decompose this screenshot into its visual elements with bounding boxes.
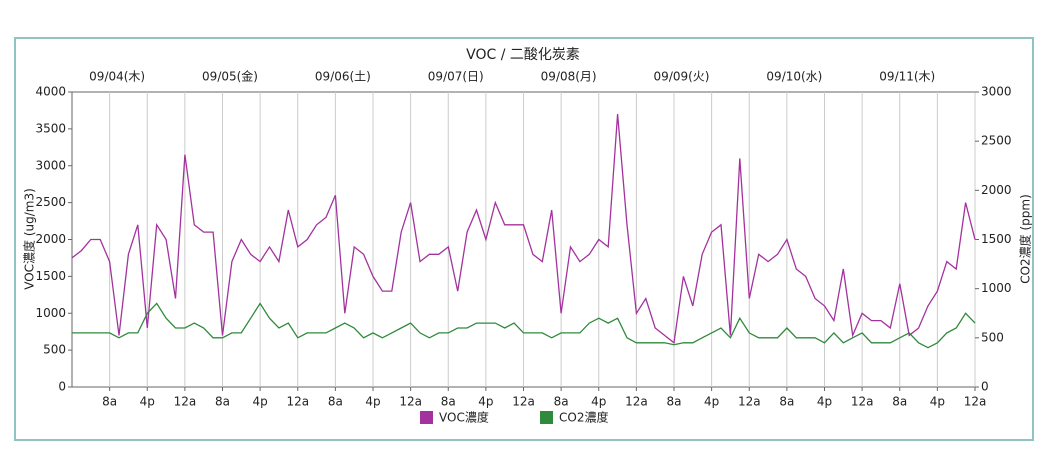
x-tick-label: 4p <box>930 395 945 409</box>
y-tick-label: 3000 <box>35 158 66 172</box>
x-tick-label: 8a <box>102 395 117 409</box>
day-label: 09/06(土) <box>315 70 371 84</box>
x-tick-label: 4p <box>140 395 155 409</box>
legend-label: VOC濃度 <box>439 410 489 425</box>
x-tick-label: 12a <box>851 395 874 409</box>
x-tick-label: 4p <box>817 395 832 409</box>
series-line <box>71 114 976 345</box>
day-label: 09/09(火) <box>654 70 710 84</box>
x-tick-label: 4p <box>704 395 719 409</box>
y-tick-label: 1500 <box>35 269 66 283</box>
y2-tick-label: 0 <box>981 380 989 394</box>
y-tick-label: 2500 <box>35 195 66 209</box>
day-label: 09/05(金) <box>202 69 258 84</box>
x-tick-label: 12a <box>286 395 309 409</box>
y2-tick-label: 2500 <box>981 134 1012 148</box>
x-tick-label: 12a <box>399 395 422 409</box>
y2-tick-label: 1000 <box>981 281 1012 295</box>
chart-title: VOC / 二酸化炭素 <box>466 47 580 63</box>
x-tick-label: 4p <box>591 395 606 409</box>
series-line <box>72 302 976 349</box>
legend-label: CO2濃度 <box>559 410 608 425</box>
day-label: 09/04(木) <box>89 70 145 84</box>
x-tick-label: 8a <box>667 395 682 409</box>
day-label: 09/08(月) <box>541 70 597 84</box>
x-tick-label: 12a <box>512 395 535 409</box>
x-tick-label: 8a <box>328 395 343 409</box>
x-tick-label: 8a <box>441 395 456 409</box>
y-tick-label: 3500 <box>35 121 66 135</box>
x-tick-label: 12a <box>964 395 987 409</box>
y-tick-label: 0 <box>58 380 66 394</box>
x-tick-label: 12a <box>625 395 648 409</box>
y-tick-label: 4000 <box>35 85 66 99</box>
y2-axis-label: CO2濃度 (ppm) <box>1018 194 1033 284</box>
y2-tick-label: 500 <box>981 330 1004 344</box>
x-tick-label: 8a <box>554 395 569 409</box>
legend-swatch <box>420 411 433 424</box>
day-label: 09/11(木) <box>879 70 935 84</box>
y-tick-label: 2000 <box>35 232 66 246</box>
day-label: 09/07(日) <box>428 70 484 84</box>
x-tick-label: 4p <box>478 395 493 409</box>
x-tick-label: 8a <box>779 395 794 409</box>
day-label: 09/10(水) <box>766 70 822 84</box>
x-tick-label: 8a <box>215 395 230 409</box>
y-tick-label: 500 <box>43 343 66 357</box>
x-tick-label: 4p <box>252 395 267 409</box>
legend-swatch <box>540 411 553 424</box>
y-tick-label: 1000 <box>35 306 66 320</box>
x-tick-label: 4p <box>365 395 380 409</box>
y2-tick-label: 3000 <box>981 85 1012 99</box>
y2-tick-label: 1500 <box>981 232 1012 246</box>
y2-tick-label: 2000 <box>981 183 1012 197</box>
y-axis-label: VOC濃度 (ug/m3) <box>22 188 37 290</box>
x-tick-label: 8a <box>892 395 907 409</box>
x-tick-label: 12a <box>174 395 197 409</box>
x-tick-label: 12a <box>738 395 761 409</box>
